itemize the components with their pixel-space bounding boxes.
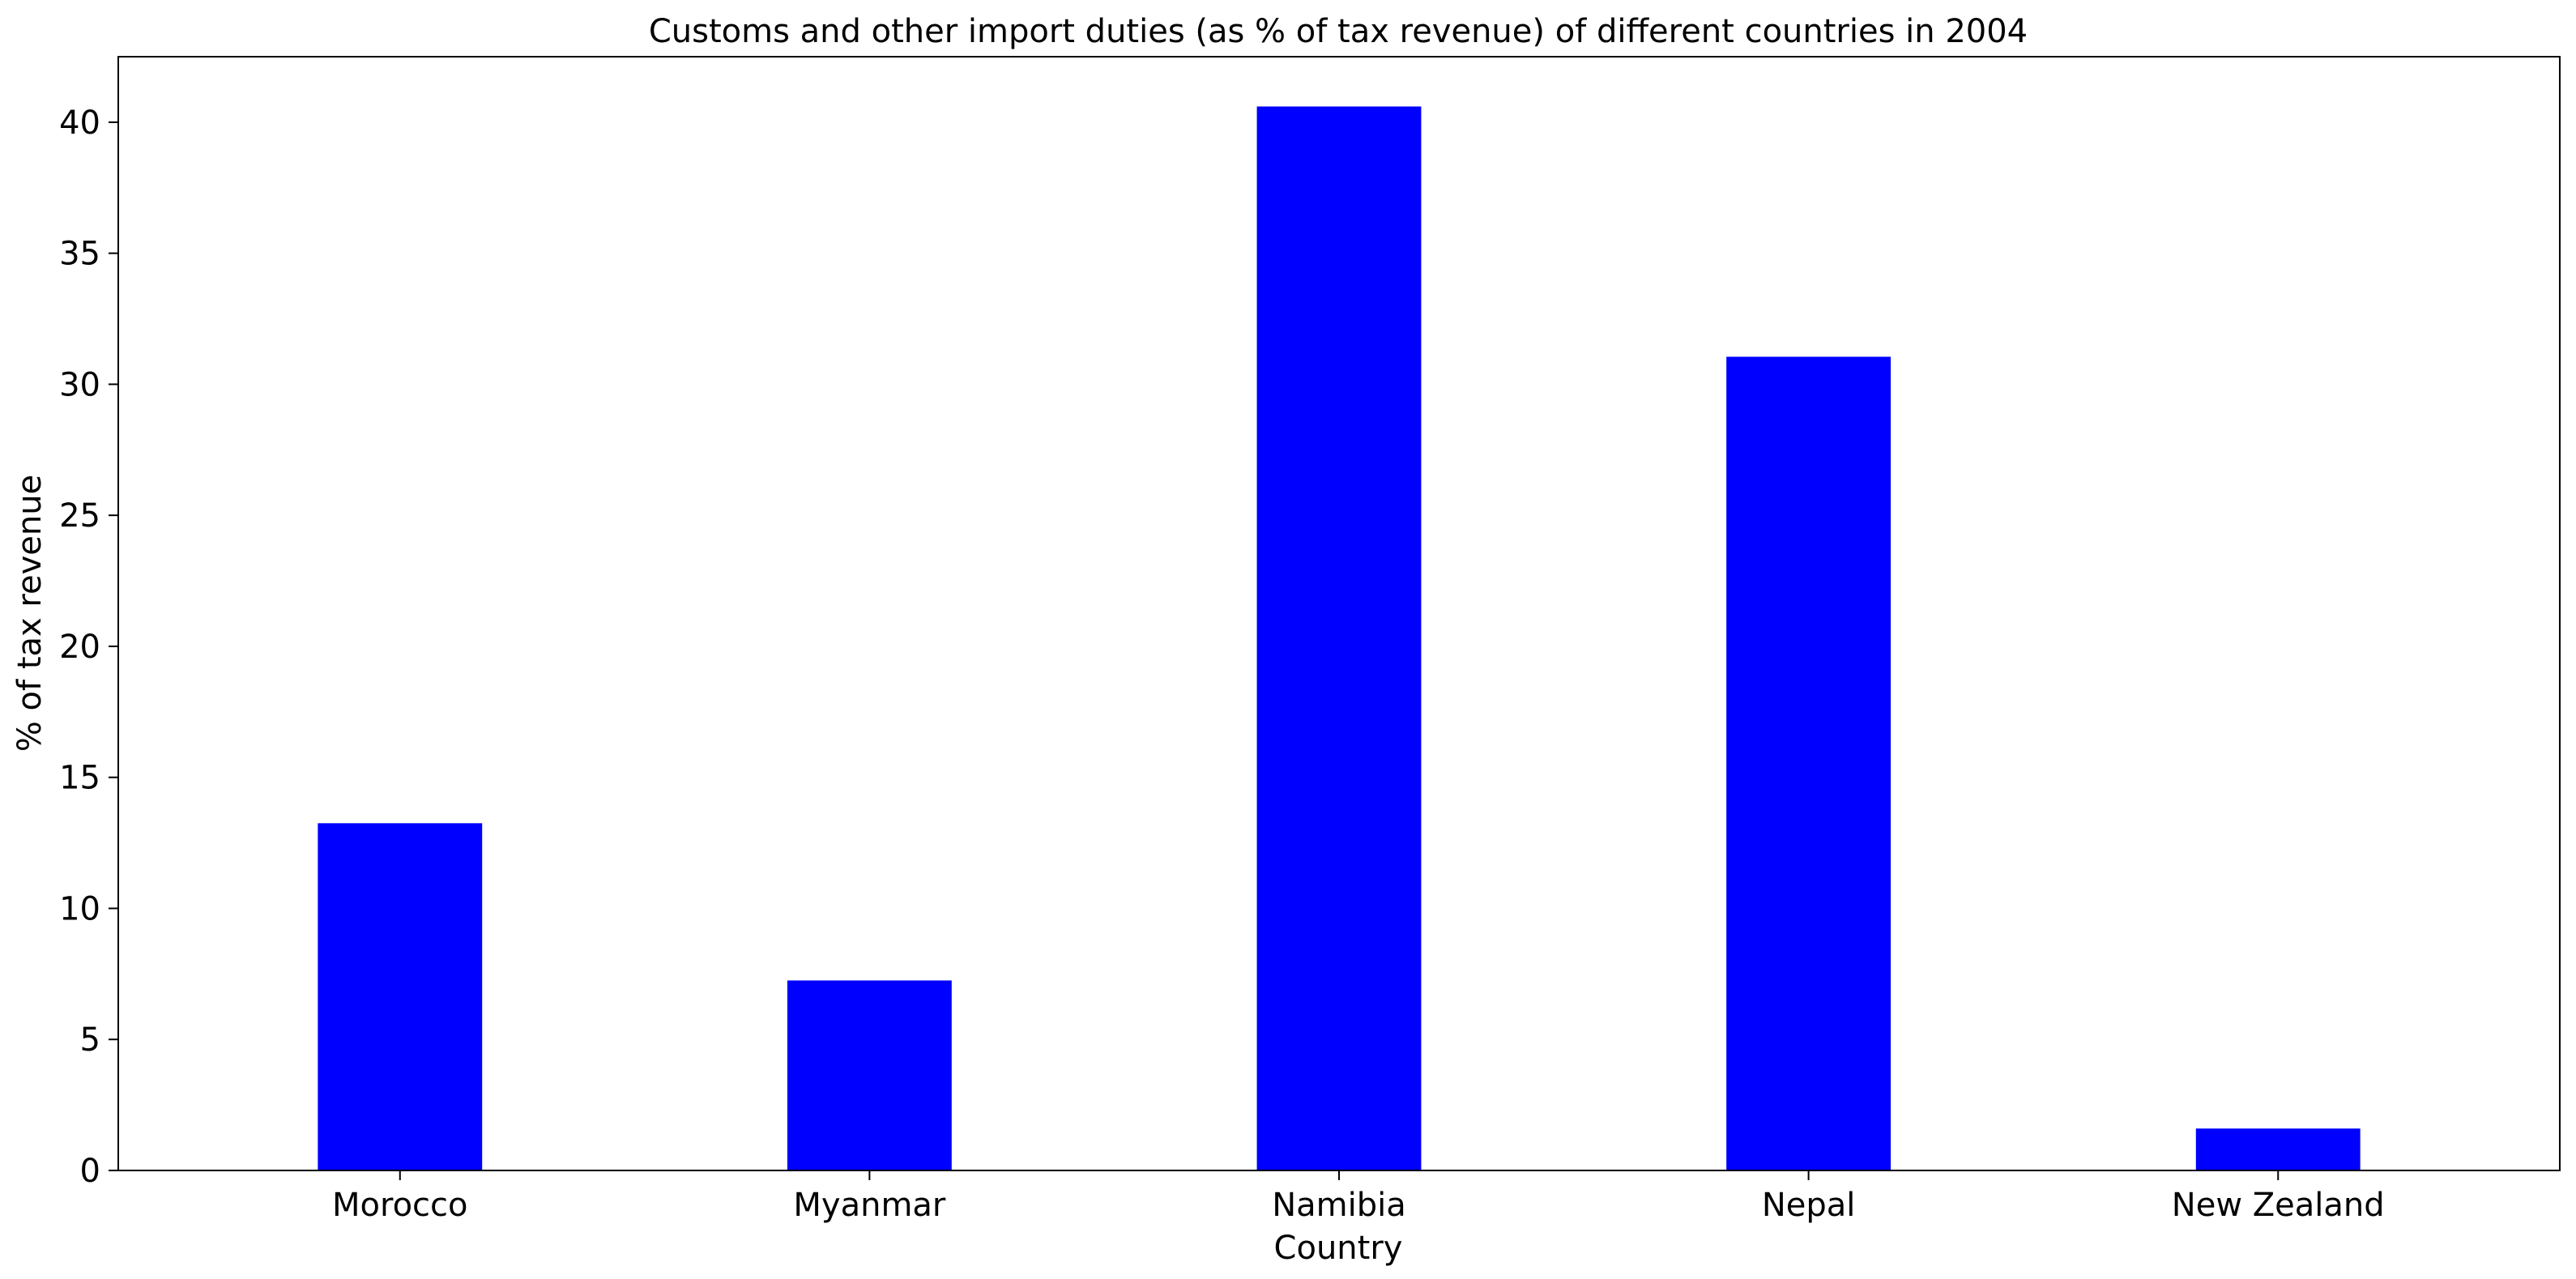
y-axis: 0 5 10 15 20 25 30 35 40	[59, 104, 118, 1190]
y-tick-label: 30	[59, 366, 100, 403]
y-tick-label: 15	[59, 760, 100, 797]
bars-layer	[318, 106, 2361, 1171]
y-tick-label: 25	[59, 497, 100, 535]
bar-new-zealand	[2195, 1128, 2361, 1170]
x-tick-label: Myanmar	[793, 1187, 946, 1224]
chart-title: Customs and other import duties (as % of…	[649, 13, 2028, 50]
y-tick-label: 0	[80, 1153, 100, 1190]
x-axis-label: Country	[1274, 1230, 1403, 1267]
x-tick-label: Morocco	[332, 1187, 467, 1224]
y-tick-label: 35	[59, 236, 100, 273]
bar-nepal	[1726, 356, 1891, 1170]
bar-morocco	[318, 823, 483, 1170]
x-axis: Morocco Myanmar Namibia Nepal New Zealand	[332, 1170, 2385, 1224]
y-tick-label: 40	[59, 104, 100, 142]
x-tick-label: Nepal	[1762, 1187, 1856, 1224]
y-tick-label: 10	[59, 890, 100, 927]
y-axis-label: % of tax revenue	[11, 475, 49, 752]
bar-myanmar	[787, 980, 952, 1170]
y-tick-label: 5	[80, 1021, 100, 1059]
y-tick-label: 20	[59, 629, 100, 666]
x-tick-label: Namibia	[1272, 1187, 1406, 1224]
bar-namibia	[1256, 106, 1422, 1171]
x-tick-label: New Zealand	[2172, 1187, 2385, 1224]
